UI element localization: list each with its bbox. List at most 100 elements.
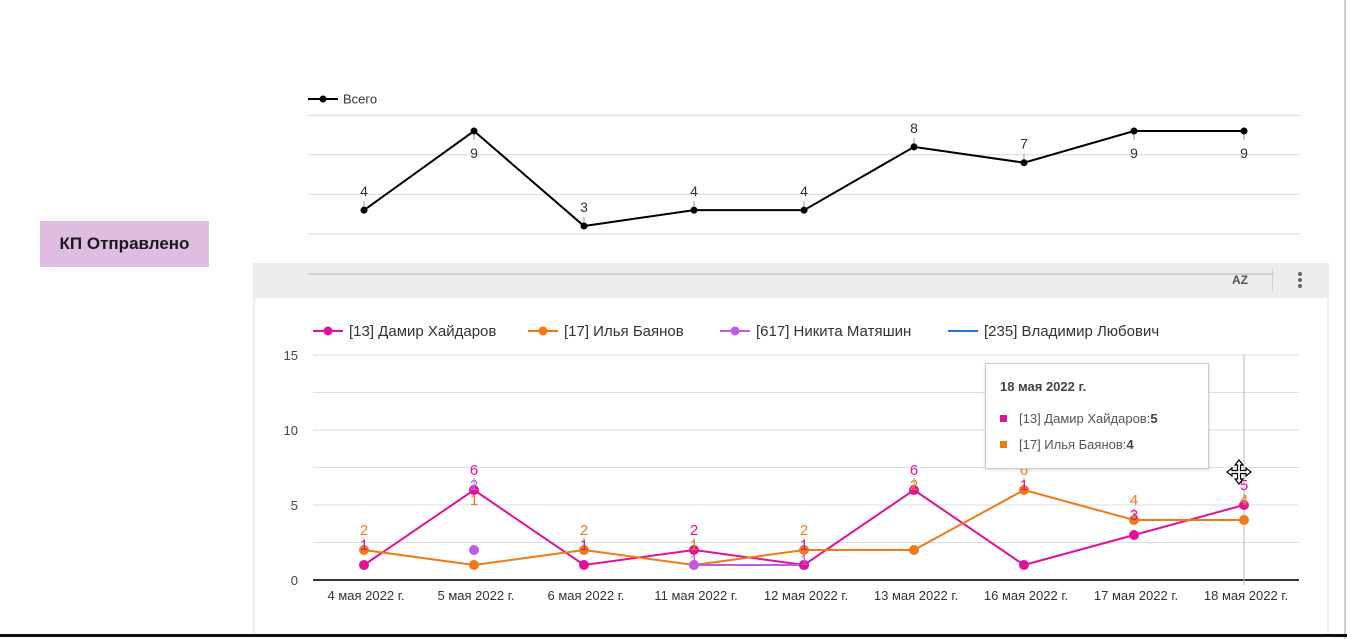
- tooltip-title: 18 мая 2022 г.: [1000, 379, 1087, 394]
- metric-label-text: КП Отправлено: [59, 234, 190, 253]
- data-label: 9: [1130, 145, 1138, 161]
- data-label: 1: [580, 537, 588, 554]
- data-point: [359, 560, 369, 570]
- data-label: 1: [470, 492, 478, 509]
- y-tick-label: 10: [284, 423, 298, 438]
- data-label: 8: [910, 120, 918, 136]
- data-point: [469, 545, 479, 555]
- data-label: 1: [690, 537, 698, 554]
- data-point: [800, 206, 808, 214]
- y-tick-label: 15: [284, 348, 298, 363]
- y-tick-label: 0: [291, 573, 298, 588]
- legend-marker: [730, 326, 740, 336]
- tooltip-row-value: 4: [1126, 437, 1134, 452]
- data-label: 4: [800, 183, 808, 199]
- more-vert-icon[interactable]: [1290, 268, 1310, 292]
- data-label: 2: [800, 522, 808, 539]
- data-point: [799, 560, 809, 570]
- page-bottom-border: [0, 634, 1347, 637]
- tooltip-row-label: [13] Дамир Хайдаров:: [1019, 411, 1151, 426]
- x-tick-label: 5 мая 2022 г.: [438, 588, 515, 603]
- tooltip-row-value: 5: [1150, 411, 1158, 426]
- x-tick-label: 17 мая 2022 г.: [1094, 588, 1178, 603]
- y-tick-label: 5: [291, 498, 298, 513]
- data-label: 2: [580, 522, 588, 539]
- chart-tooltip: 18 мая 2022 г. [13] Дамир Хайдаров: 5 [1…: [985, 363, 1209, 469]
- sort-az-button[interactable]: AZ: [1227, 268, 1253, 292]
- x-tick-label: 11 мая 2022 г.: [654, 588, 737, 603]
- legend-label: [235] Владимир Любович: [984, 323, 1159, 340]
- data-point: [1129, 530, 1139, 540]
- legend-label: Всего: [343, 92, 377, 107]
- legend-item[interactable]: [13] Дамир Хайдаров: [313, 323, 496, 340]
- data-point: [360, 206, 368, 214]
- legend-label: [617] Никита Матяшин: [756, 323, 911, 340]
- data-point: [689, 560, 699, 570]
- total-line-chart: Всего 4 9 3 4 4 8 7 9 9: [308, 92, 1300, 235]
- tooltip-row: [13] Дамир Хайдаров: 5: [1000, 411, 1158, 426]
- x-tick-label: 6 мая 2022 г.: [548, 588, 625, 603]
- tooltip-swatch: [1000, 441, 1007, 448]
- page-right-border: [1344, 0, 1346, 639]
- legend-item[interactable]: [617] Никита Матяшин: [720, 323, 911, 340]
- data-label: 6: [910, 462, 918, 479]
- data-label: 4: [1240, 492, 1248, 509]
- tooltip-swatch: [1000, 415, 1007, 422]
- data-point: [469, 560, 479, 570]
- legend-label: [13] Дамир Хайдаров: [349, 323, 496, 340]
- chart-toolbar: AZ: [253, 263, 1329, 298]
- data-label: 1: [360, 537, 368, 554]
- data-label: 6: [1020, 462, 1028, 479]
- data-label: 1: [800, 552, 808, 569]
- data-label: 4: [690, 183, 698, 199]
- data-point: [910, 143, 918, 151]
- data-point: [580, 222, 588, 230]
- legend-item[interactable]: [17] Илья Баянов: [528, 323, 684, 340]
- data-point: [1239, 515, 1249, 525]
- data-point: [909, 545, 919, 555]
- chart-card-right-edge: [1327, 298, 1329, 634]
- x-tick-label: 13 мая 2022 г.: [874, 588, 958, 603]
- data-point: [1130, 127, 1138, 135]
- data-label: 4: [1130, 492, 1138, 509]
- legend-marker: [319, 95, 327, 103]
- data-label: 2: [910, 477, 918, 494]
- toolbar-divider: [308, 273, 1274, 275]
- legend-marker: [538, 326, 548, 336]
- legend-item-total[interactable]: Всего: [308, 92, 377, 107]
- data-point: [470, 127, 478, 135]
- sort-az-icon: AZ: [1232, 273, 1248, 287]
- x-tick-label: 16 мая 2022 г.: [984, 588, 1068, 603]
- data-label: 5: [1240, 477, 1248, 494]
- data-label: 6: [470, 462, 478, 479]
- toolbar-separator: [1272, 269, 1273, 291]
- data-point: [579, 560, 589, 570]
- data-label: 3: [1130, 507, 1138, 524]
- data-point: [1019, 560, 1029, 570]
- legend-label: [17] Илья Баянов: [564, 323, 684, 340]
- data-label: 1: [1020, 477, 1028, 494]
- data-label: 1: [800, 537, 808, 554]
- x-tick-label: 12 мая 2022 г.: [764, 588, 848, 603]
- data-label: 2: [690, 522, 698, 539]
- move-cursor-icon: [1226, 459, 1252, 485]
- data-label: 7: [1020, 136, 1028, 152]
- data-label: 9: [1240, 145, 1248, 161]
- x-tick-label: 4 мая 2022 г.: [328, 588, 405, 603]
- legend-marker: [323, 326, 333, 336]
- legend-item[interactable]: [235] Владимир Любович: [948, 323, 1159, 340]
- chart-card-left-edge: [253, 263, 255, 634]
- data-label: 2: [470, 477, 478, 494]
- data-label: 2: [360, 522, 368, 539]
- data-label: 9: [470, 145, 478, 161]
- data-label: 3: [580, 199, 588, 215]
- data-point: [690, 206, 698, 214]
- data-point: [1020, 159, 1028, 167]
- x-tick-label: 18 мая 2022 г.: [1204, 588, 1288, 603]
- tooltip-row: [17] Илья Баянов: 4: [1000, 437, 1134, 452]
- data-point: [1240, 127, 1248, 135]
- tooltip-row-label: [17] Илья Баянов:: [1019, 437, 1127, 452]
- metric-label: КП Отправлено: [40, 221, 209, 267]
- data-label: 4: [360, 183, 368, 199]
- data-label: 1: [690, 552, 698, 569]
